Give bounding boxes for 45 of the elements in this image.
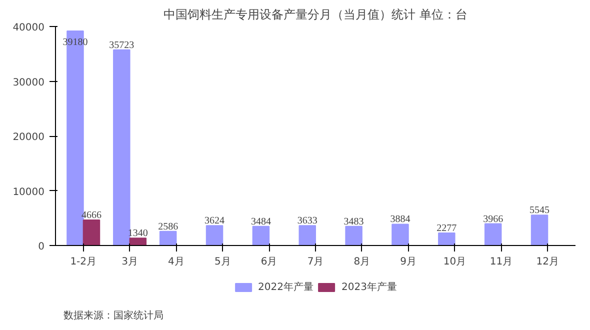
x-tick-label: 5月 bbox=[214, 256, 231, 268]
data-label: 3484 bbox=[250, 216, 271, 228]
data-label: 2277 bbox=[436, 223, 457, 234]
data-label: 1340 bbox=[128, 228, 148, 240]
x-tick-label: 11月 bbox=[490, 256, 513, 268]
bar bbox=[206, 225, 224, 246]
data-label: 3884 bbox=[390, 214, 410, 226]
x-tick-label: 3月 bbox=[122, 256, 138, 268]
bar bbox=[484, 223, 502, 246]
y-tick-label: 40000 bbox=[12, 22, 44, 34]
x-tick-label: 8月 bbox=[354, 256, 370, 268]
data-label: 5545 bbox=[530, 205, 550, 216]
data-label: 35723 bbox=[109, 40, 134, 51]
data-label: 4666 bbox=[81, 210, 102, 221]
data-label: 3483 bbox=[344, 216, 364, 228]
data-label: 2586 bbox=[158, 221, 178, 232]
y-tick-label: 30000 bbox=[12, 77, 44, 88]
x-tick-label: 1-2月 bbox=[70, 256, 97, 268]
x-tick-label: 10月 bbox=[443, 256, 466, 268]
chart-title: 中国饲料生产专用设备产量分月（当月值）统计 单位：台 bbox=[164, 8, 468, 22]
bar bbox=[438, 232, 456, 246]
x-tick-label: 7月 bbox=[307, 256, 324, 268]
bar bbox=[530, 214, 548, 246]
bar bbox=[392, 224, 409, 246]
legend-label: 2023年产量 bbox=[342, 280, 397, 294]
data-label: 3633 bbox=[297, 216, 318, 227]
bar bbox=[129, 238, 147, 246]
x-tick-label: 6月 bbox=[260, 256, 278, 268]
bar bbox=[252, 226, 270, 246]
y-tick-label: 10000 bbox=[12, 186, 44, 198]
y-tick-label: 20000 bbox=[12, 132, 44, 143]
bar bbox=[82, 219, 100, 246]
data-label: 3624 bbox=[204, 216, 225, 227]
data-label: 39180 bbox=[62, 36, 88, 48]
bar bbox=[159, 230, 177, 246]
x-tick-label: 9月 bbox=[400, 256, 417, 268]
x-tick-label: 12月 bbox=[536, 256, 560, 268]
y-tick-label: 0 bbox=[38, 242, 45, 252]
bar bbox=[298, 225, 316, 246]
x-tick-label: 4月 bbox=[168, 256, 184, 268]
legend-label: 2022年产量 bbox=[258, 280, 314, 294]
bar bbox=[113, 49, 130, 246]
data-label: 3966 bbox=[483, 214, 504, 225]
bar bbox=[345, 226, 362, 246]
source-note: 数据来源：国家统计局 bbox=[64, 310, 164, 322]
